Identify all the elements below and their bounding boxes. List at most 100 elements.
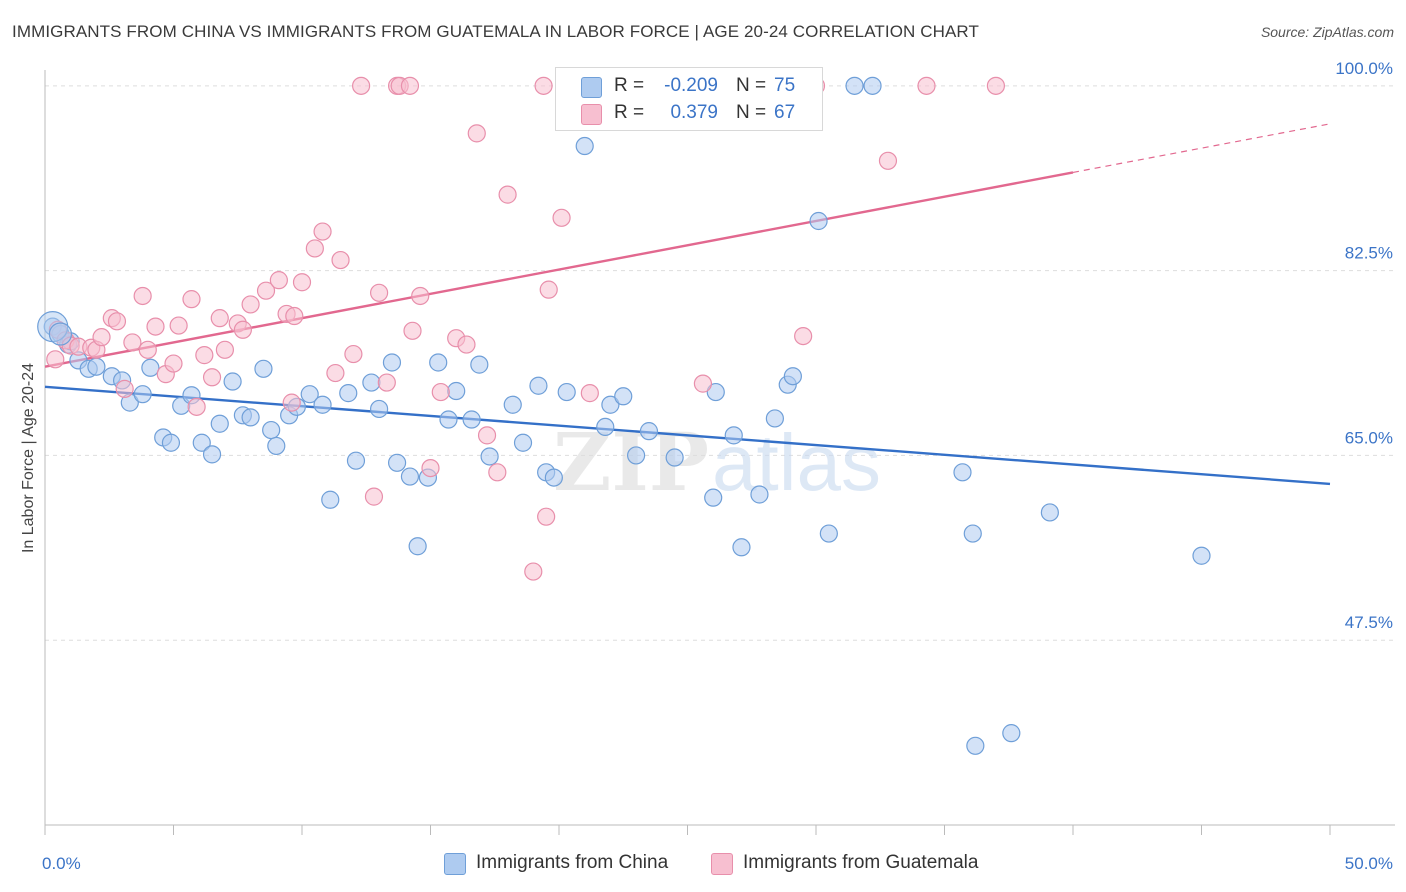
n-value: 75 <box>774 75 796 96</box>
point-china <box>202 445 222 464</box>
point-china <box>783 367 802 386</box>
point-china <box>845 76 864 95</box>
n-label: N = <box>736 102 767 123</box>
r-value: 0.379 <box>670 102 718 123</box>
point-guatemala <box>534 76 553 95</box>
point-guatemala <box>133 286 152 306</box>
correlation-legend: R = -0.209 N = 75 R = 0.379 N = 67 <box>555 67 823 131</box>
point-china <box>732 538 751 557</box>
point-china <box>544 468 563 487</box>
point-guatemala <box>169 316 188 335</box>
axes <box>44 70 1395 835</box>
point-guatemala <box>233 320 252 339</box>
point-guatemala <box>477 426 497 445</box>
point-guatemala <box>917 76 936 95</box>
guatemala-swatch <box>581 104 602 125</box>
point-guatemala <box>344 344 363 364</box>
chart-title: IMMIGRANTS FROM CHINA VS IMMIGRANTS FROM… <box>12 22 979 41</box>
point-china <box>765 409 784 428</box>
legend-label: Immigrants from China <box>476 852 669 873</box>
point-china <box>809 211 828 231</box>
point-guatemala <box>431 382 450 402</box>
point-china <box>1002 724 1021 743</box>
point-china <box>223 372 242 391</box>
axis-labels: 47.5% 65.0% 82.5% 100.0% 0.0% 50.0% In Labor F… <box>20 59 1393 873</box>
china-swatch <box>581 77 602 98</box>
point-guatemala <box>326 363 345 383</box>
point-guatemala <box>467 124 486 143</box>
point-china <box>503 395 522 414</box>
point-china <box>382 353 402 372</box>
x-tick-label: 0.0% <box>42 854 81 873</box>
trend-lines <box>44 123 1331 486</box>
point-guatemala <box>313 222 332 241</box>
point-china <box>724 426 743 445</box>
point-guatemala <box>539 280 558 299</box>
point-guatemala <box>421 458 440 478</box>
point-china <box>639 422 659 441</box>
point-china <box>254 359 273 378</box>
point-guatemala <box>305 239 324 258</box>
y-tick-label: 100.0% <box>1335 59 1393 78</box>
point-guatemala <box>123 333 142 352</box>
point-china <box>339 384 358 403</box>
point-guatemala <box>285 306 304 326</box>
point-guatemala <box>187 397 206 416</box>
point-china <box>966 736 985 755</box>
point-guatemala <box>107 312 127 331</box>
y-tick-label: 47.5% <box>1345 613 1393 632</box>
point-china <box>321 490 340 509</box>
point-china <box>48 322 73 346</box>
point-china <box>626 446 646 465</box>
point-guatemala <box>195 346 214 365</box>
point-guatemala <box>215 340 234 359</box>
point-china <box>87 357 106 376</box>
point-guatemala <box>411 286 430 306</box>
point-china <box>706 382 725 402</box>
y-axis-label: In Labor Force | Age 20-24 <box>20 363 37 553</box>
point-guatemala <box>537 507 556 526</box>
point-china <box>614 387 633 406</box>
point-guatemala <box>256 281 276 300</box>
point-guatemala <box>693 374 713 393</box>
guatemala-swatch <box>711 853 733 875</box>
point-china <box>480 447 499 466</box>
point-china <box>400 467 420 486</box>
point-china <box>470 355 489 374</box>
point-guatemala <box>794 326 813 346</box>
point-guatemala <box>403 321 422 340</box>
point-guatemala <box>46 350 65 369</box>
point-china <box>665 448 684 467</box>
point-china <box>267 436 286 456</box>
point-china <box>387 453 407 472</box>
point-guatemala <box>202 368 222 387</box>
trend-line-china <box>44 385 1331 486</box>
legend-label: Immigrants from Guatemala <box>743 852 979 873</box>
legend-row-guatemala: R = 0.379 N = 67 <box>556 99 822 127</box>
point-china <box>953 463 972 482</box>
point-guatemala <box>182 290 201 309</box>
point-guatemala <box>488 463 507 482</box>
legend-row-china: R = -0.209 N = 75 <box>556 72 822 100</box>
point-guatemala <box>292 273 312 292</box>
point-china <box>313 395 332 414</box>
point-china <box>141 358 160 377</box>
point-china <box>863 76 882 95</box>
source-credit: Source: ZipAtlas.com <box>1260 24 1394 40</box>
point-china <box>262 420 281 440</box>
point-guatemala <box>552 208 571 227</box>
point-china <box>819 524 838 543</box>
point-guatemala <box>146 317 165 336</box>
y-tick-label: 65.0% <box>1345 428 1393 447</box>
point-guatemala <box>331 250 350 270</box>
n-label: N = <box>736 75 767 96</box>
point-china <box>1192 546 1211 565</box>
point-guatemala <box>400 76 420 95</box>
point-china <box>192 433 211 452</box>
point-china <box>370 399 389 419</box>
point-guatemala <box>241 295 260 314</box>
y-tick-label: 82.5% <box>1345 244 1393 263</box>
point-guatemala <box>986 76 1006 95</box>
point-china <box>963 524 982 543</box>
